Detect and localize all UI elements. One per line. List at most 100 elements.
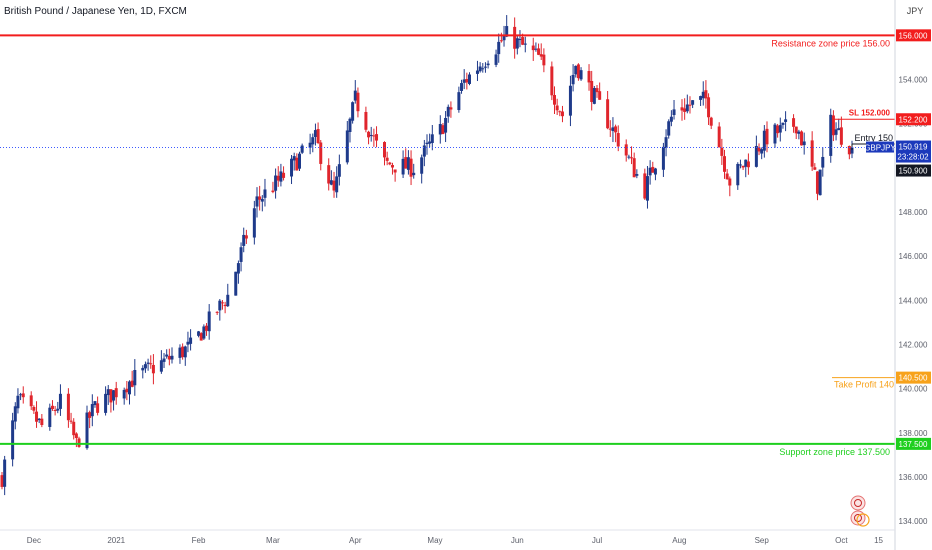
take-profit-tag-text: 140.500 (899, 374, 928, 383)
candle (468, 72, 471, 86)
candle (130, 370, 134, 388)
candle-body (744, 159, 748, 167)
candle-body (178, 347, 182, 358)
candle-body (11, 420, 15, 460)
time-axis[interactable]: Dec 2021 Feb Mar Apr May Jun Jul Aug Sep Oct 15 (0, 529, 895, 545)
candle (444, 111, 448, 143)
candle (465, 72, 469, 90)
candle (93, 401, 97, 408)
candle (462, 69, 466, 90)
y-tick-label: 140.000 (899, 385, 928, 394)
candle (390, 162, 394, 175)
take-profit-label: Take Profit 140 (834, 380, 894, 390)
candle-body (611, 127, 615, 132)
support-tag-text: 137.500 (899, 440, 928, 449)
candle-body (571, 74, 575, 85)
candle (624, 139, 628, 162)
candle (300, 143, 304, 155)
candle-body (558, 111, 562, 113)
candle-body (226, 294, 230, 307)
candle (430, 124, 434, 151)
candle (420, 154, 424, 184)
candle (218, 299, 222, 321)
candle-body (162, 358, 166, 362)
support-label: Support zone price 137.500 (779, 447, 890, 457)
candle-body (691, 100, 695, 105)
candle (810, 131, 814, 171)
candle-body (635, 174, 639, 176)
candle (260, 195, 264, 212)
candle (760, 147, 764, 160)
candle-body (523, 43, 527, 45)
candle (725, 169, 729, 180)
candle-body (428, 141, 432, 144)
candle-body (393, 169, 397, 173)
resistance-label: Resistance zone price 156.00 (771, 38, 890, 48)
candle-body (218, 300, 222, 311)
candle (332, 171, 336, 198)
entry-label: Entry 150 (854, 133, 893, 143)
support-tag (896, 437, 931, 450)
candle-body (831, 115, 835, 136)
candle (401, 150, 405, 178)
x-tick-label: Jun (511, 536, 524, 545)
candle-body (444, 117, 448, 133)
candle (181, 343, 185, 360)
candle (96, 396, 100, 416)
candle (746, 153, 750, 175)
symbol-tag[interactable] (866, 141, 894, 153)
event-markers[interactable] (850, 495, 870, 527)
candle (167, 348, 171, 366)
candle (486, 60, 490, 69)
candle-body (351, 102, 355, 121)
candle (90, 394, 94, 427)
candle-body (189, 337, 193, 344)
candle (106, 385, 110, 405)
candle-body (19, 394, 23, 396)
candle (425, 134, 429, 155)
candle-body (290, 158, 294, 177)
candle-body (441, 125, 445, 134)
candle-body (709, 117, 713, 126)
candle (784, 111, 788, 132)
plot-area[interactable] (0, 15, 854, 496)
candle (48, 403, 52, 431)
x-tick-label: Jul (592, 536, 602, 545)
candle (422, 139, 426, 167)
candle-body (279, 171, 283, 182)
candle (385, 151, 389, 166)
candle-body (800, 131, 804, 146)
economic-event-icon[interactable] (850, 495, 866, 511)
candle-body (794, 126, 798, 134)
candle (428, 133, 432, 148)
candle-body (40, 418, 44, 426)
candle (701, 81, 705, 106)
candle (534, 42, 538, 52)
candle (0, 471, 4, 490)
candle-body (555, 105, 559, 111)
candle-body (420, 157, 424, 174)
candle (186, 331, 190, 353)
candle-body (553, 95, 556, 105)
candle-body (388, 162, 392, 165)
candle (688, 96, 692, 114)
x-tick-label: May (427, 536, 442, 545)
candle-body (356, 92, 360, 112)
candle (558, 110, 562, 117)
candle (794, 126, 798, 139)
price-axis[interactable]: 154.000152.000148.000146.000144.000142.0… (894, 0, 932, 550)
x-tick-label: Oct (835, 536, 848, 545)
y-tick-label: 144.000 (899, 296, 928, 305)
chart-title: British Pound / Japanese Yen, 1D, FXCM (4, 6, 187, 17)
candle (351, 101, 355, 124)
candle-body (672, 109, 676, 116)
candle-body (21, 393, 25, 398)
candle-body (300, 145, 304, 153)
candle-body (576, 64, 580, 79)
candle-body (505, 26, 509, 37)
candle (661, 142, 665, 177)
candle (579, 67, 583, 81)
candle (329, 170, 333, 186)
candle-body (446, 106, 450, 117)
